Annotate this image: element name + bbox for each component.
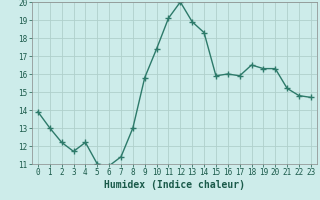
X-axis label: Humidex (Indice chaleur): Humidex (Indice chaleur): [104, 180, 245, 190]
